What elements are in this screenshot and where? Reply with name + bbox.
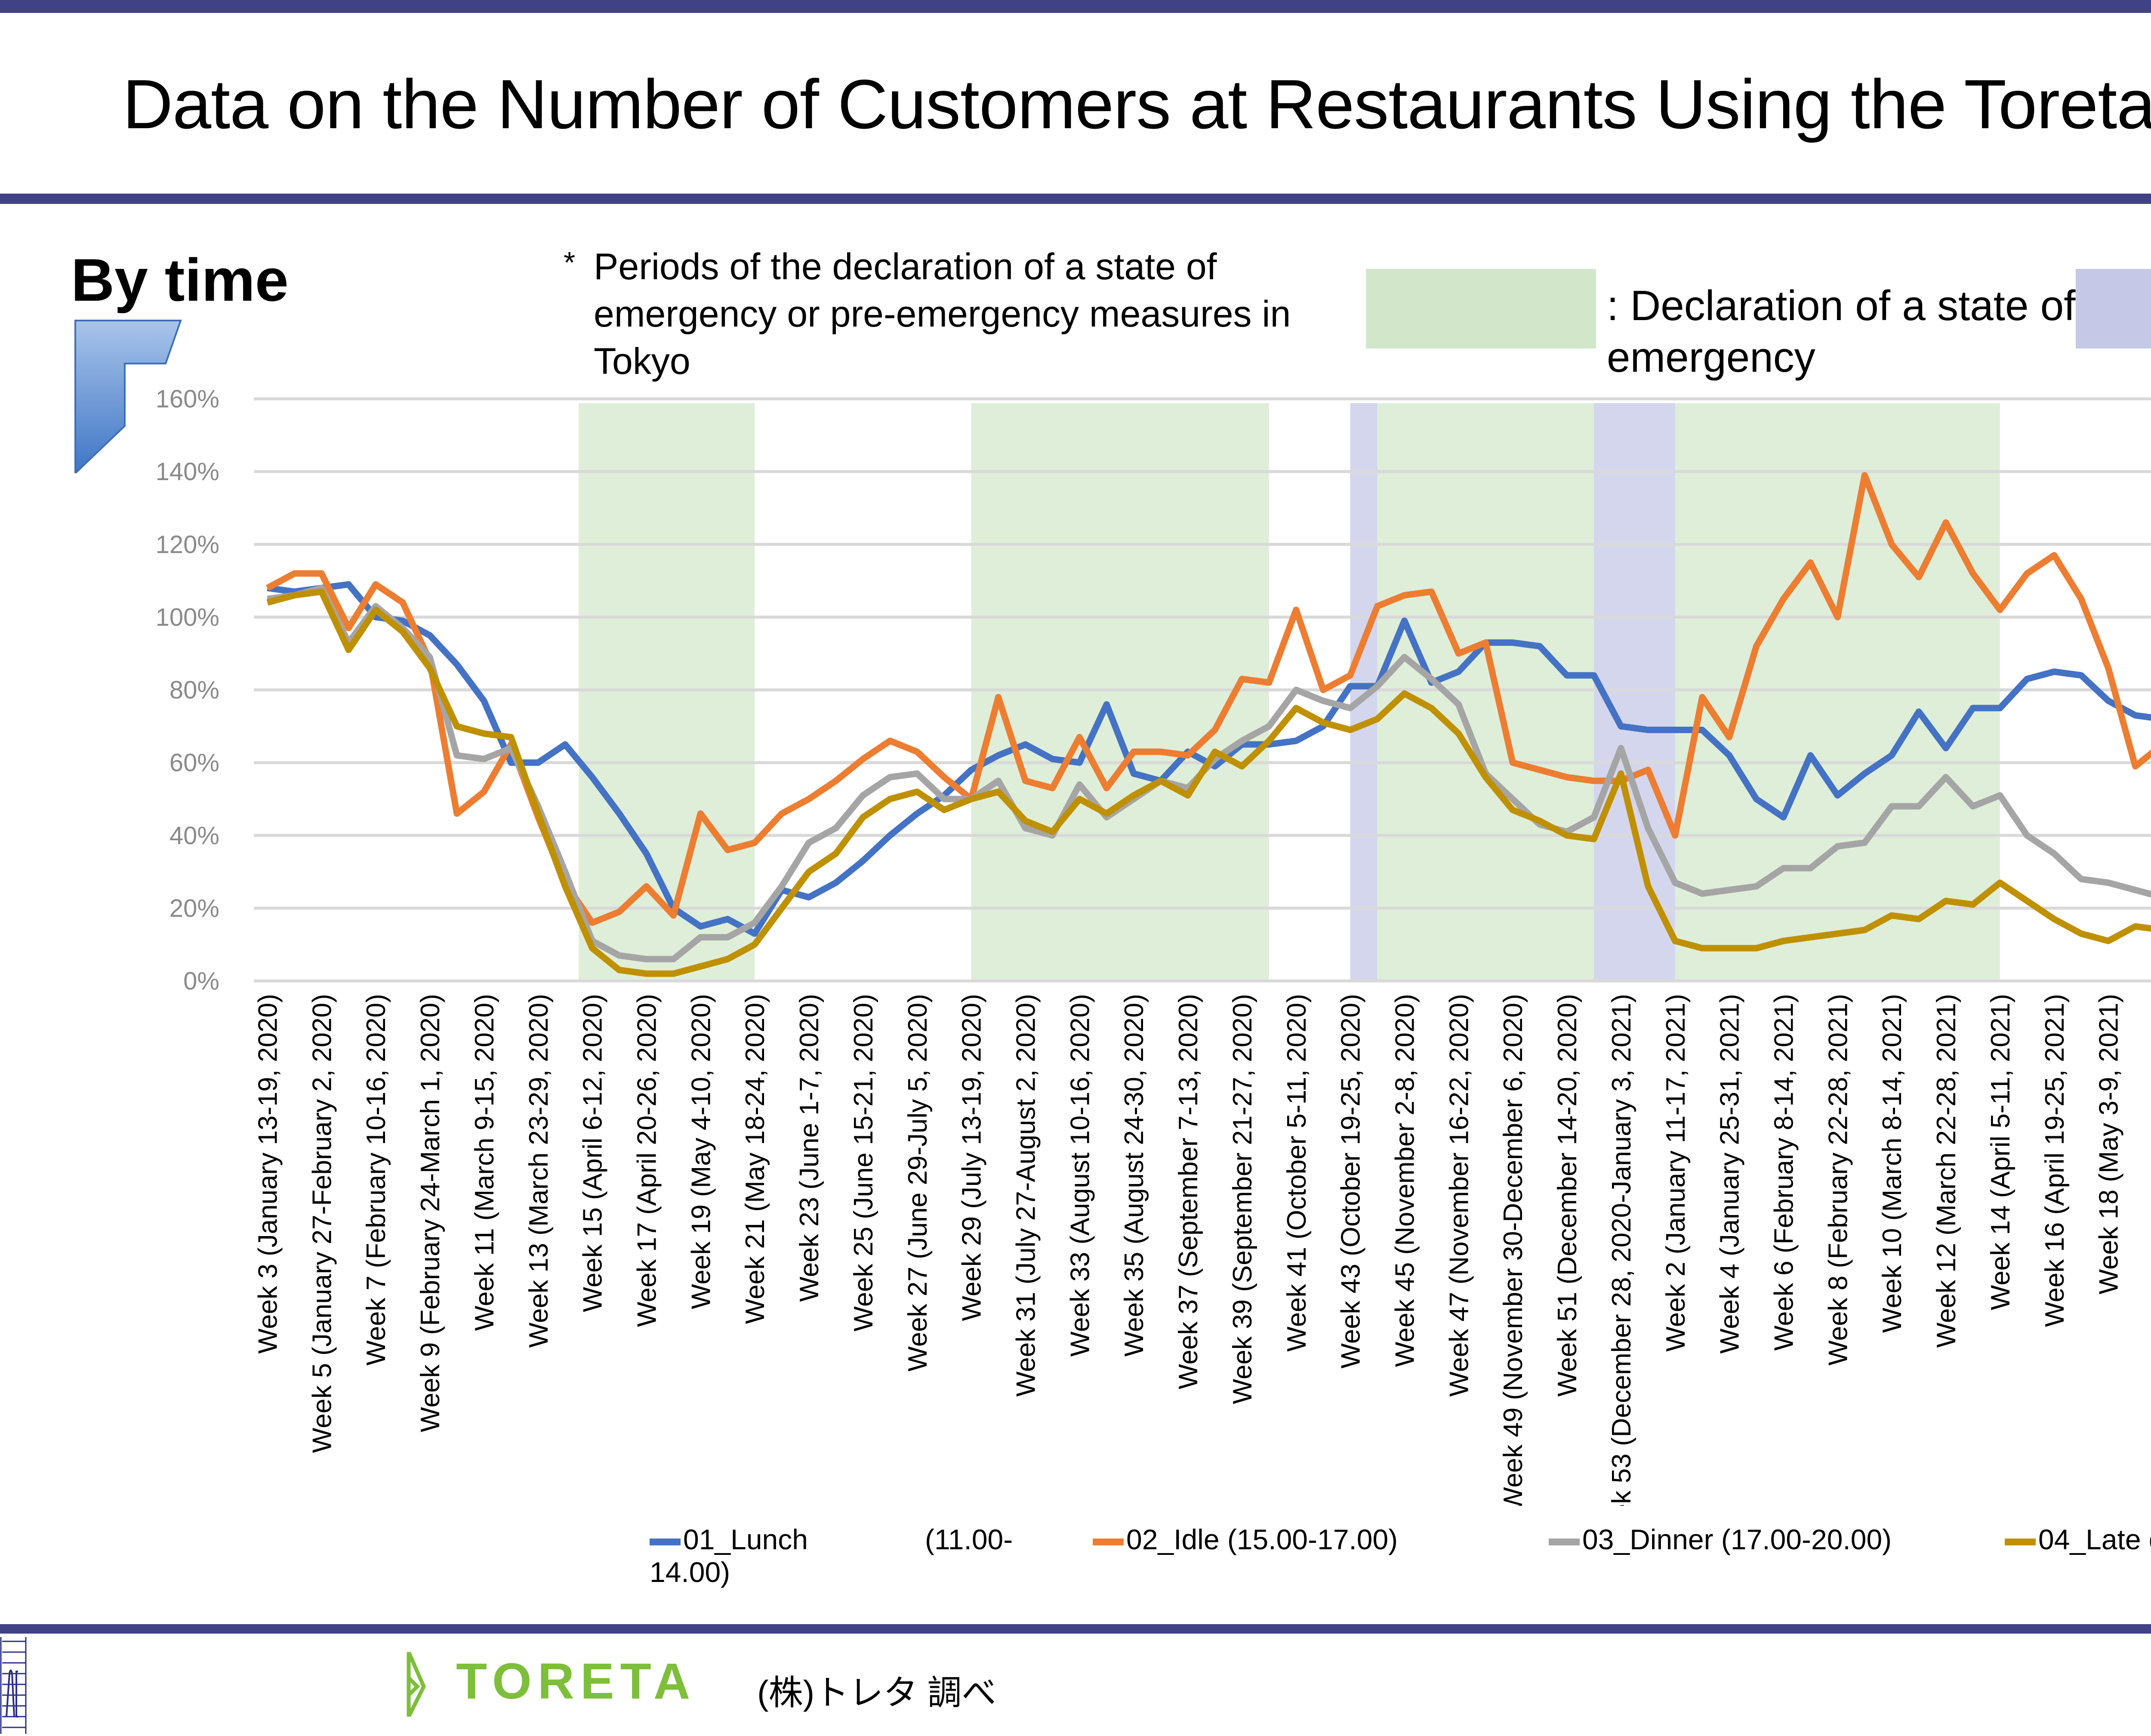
legend-swatch-dinner	[1549, 1538, 1580, 1545]
footer-divider-bar	[0, 1624, 2151, 1634]
legend-label-lunch-range-end: 14.00)	[650, 1556, 730, 1588]
toreta-wordmark: TORETA	[456, 1653, 696, 1710]
series-lines	[265, 472, 2151, 977]
legend-label-late-dinner: 04_Late dinner (20.00-24.00)	[2038, 1523, 2151, 1555]
x-tick-label: Week 8 (February 22-28, 2021)	[1823, 994, 1853, 1366]
x-tick-label: Week 9 (February 24-March 1, 2020)	[416, 994, 445, 1432]
x-tick-label: Week 10 (March 8-14, 2021)	[1877, 994, 1907, 1333]
emergency-legend-label: : Declaration of a state of emergency	[1607, 282, 2076, 381]
x-tick-label: Week 3 (January 13-19, 2020)	[253, 994, 283, 1354]
x-tick-label: Week 5 (January 27-February 2, 2020)	[307, 994, 337, 1453]
x-tick-label: Week 21 (May 18-24, 2020)	[740, 994, 770, 1324]
x-tick-label: Week 20 (May 17-23, 2021)	[2148, 994, 2151, 1324]
x-tick-label: Week 35 (August 24-30, 2020)	[1119, 994, 1149, 1357]
y-tick-label: 100%	[156, 603, 219, 631]
x-tick-label: Week 18 (May 3-9, 2021)	[2094, 994, 2124, 1294]
x-axis-ticks: Week 3 (January 13-19, 2020) Week 5 (Janu…	[253, 994, 2151, 1506]
x-tick-label: Week 7 (February 10-16, 2020)	[361, 994, 391, 1366]
period-bands	[579, 403, 2000, 981]
band-note: * Periods of the declaration of a state …	[564, 243, 1351, 385]
y-tick-label: 40%	[169, 822, 219, 850]
legend-label-idle: 02_Idle (15.00-17.00)	[1126, 1523, 1398, 1555]
x-tick-label: Week 15 (April 6-12, 2020)	[578, 994, 608, 1312]
legend-entry-dinner: 03_Dinner (17.00-20.00)	[1549, 1523, 1892, 1556]
x-tick-label: Week 23 (June 1-7, 2020)	[795, 994, 824, 1302]
series-line-3	[267, 585, 2151, 962]
x-tick-label: Week 12 (March 22-28, 2021)	[1932, 994, 1961, 1348]
page-title: Data on the Number of Customers at Resta…	[123, 65, 2151, 143]
x-tick-label: Week 2 (January 11-17, 2021)	[1661, 994, 1691, 1352]
x-tick-label: Week 13 (March 23-29, 2020)	[524, 994, 554, 1348]
x-tick-label: Week 16 (April 19-25, 2021)	[2040, 994, 2070, 1327]
legend-entry-lunch: 01_Lunch (11.00- 14.00)	[650, 1523, 1013, 1588]
note-text: Periods of the declaration of a state of…	[594, 246, 1291, 382]
band-emergency-3	[1377, 403, 1594, 981]
band-emergency-0	[579, 403, 755, 981]
x-tick-label: Week 25 (June 15-21, 2020)	[849, 994, 878, 1332]
x-tick-label: Week 49 (November 30-December 6, 2020)	[1498, 994, 1528, 1506]
emergency-legend-swatch	[1366, 269, 1596, 348]
y-tick-label: 140%	[156, 458, 219, 486]
legend-entry-late-dinner: 04_Late dinner (20.00-24.00)	[2005, 1523, 2151, 1556]
x-tick-label: Week 37 (September 7-13, 2020)	[1174, 994, 1203, 1389]
x-tick-label: Week 4 (January 25-31, 2021)	[1715, 994, 1745, 1354]
x-tick-label: Week 14 (April 5-11, 2021)	[1986, 994, 2015, 1310]
x-tick-label: Week 47 (November 16-22, 2020)	[1444, 994, 1474, 1397]
x-tick-label: Week 51 (December 14-20, 2020)	[1553, 994, 1582, 1397]
series-line-1	[267, 581, 2151, 937]
legend-entry-idle: 02_Idle (15.00-17.00)	[1093, 1523, 1398, 1556]
y-tick-label: 60%	[169, 749, 219, 777]
title-divider-bar	[0, 194, 2151, 204]
y-tick-label: 80%	[169, 676, 219, 704]
y-tick-label: 160%	[156, 385, 219, 413]
pre-emergency-legend-swatch	[2076, 269, 2151, 348]
legend-label-lunch-range: (11.00-	[925, 1523, 1013, 1555]
x-tick-label: Week 11 (March 9-15, 2020)	[470, 994, 499, 1331]
x-tick-label: Week 33 (August 10-16, 2020)	[1065, 994, 1095, 1357]
x-tick-label: Week 19 (May 4-10, 2020)	[686, 994, 716, 1309]
legend-swatch-late-dinner	[2005, 1538, 2036, 1545]
series-line-4	[266, 588, 2151, 977]
ai-lab-logo-icon	[0, 1637, 27, 1734]
band-emergency-1	[971, 403, 1269, 981]
legend-swatch-idle	[1093, 1538, 1124, 1545]
x-tick-label: Week 53 (December 28, 2020-January 3, 20…	[1607, 994, 1636, 1506]
section-title: By time	[71, 246, 289, 314]
series-line-2	[265, 472, 2151, 926]
legend-swatch-lunch	[650, 1538, 681, 1545]
y-tick-label: 0%	[183, 967, 219, 995]
toreta-leaf-icon	[407, 1652, 426, 1717]
x-tick-label: Week 29 (July 13-19, 2020)	[957, 994, 987, 1321]
note-marker: *	[564, 246, 576, 279]
top-decor-bar	[0, 0, 2151, 13]
x-tick-label: Week 41 (October 5-11, 2020)	[1282, 994, 1312, 1352]
x-tick-label: Week 39 (September 21-27, 2020)	[1228, 994, 1257, 1404]
x-tick-label: Week 6 (February 8-14, 2021)	[1769, 994, 1799, 1351]
x-tick-label: Week 45 (November 2-8, 2020)	[1390, 994, 1420, 1367]
band-emergency-5	[1675, 403, 2000, 981]
y-tick-label: 120%	[156, 530, 219, 558]
x-tick-label: Week 17 (April 20-26, 2020)	[632, 994, 662, 1327]
x-tick-label: Week 43 (October 19-25, 2020)	[1336, 994, 1366, 1369]
source-note: (株)トレタ 調べ	[757, 1674, 996, 1712]
legend-label-lunch: 01_Lunch	[683, 1523, 808, 1555]
line-chart: 0% 20% 40% 60% 80% 100% 120% 140% 160% Week 3 (J…	[156, 385, 2151, 1506]
y-axis-ticks: 0% 20% 40% 60% 80% 100% 120% 140% 160%	[156, 385, 219, 995]
x-tick-label: Week 27 (June 29-July 5, 2020)	[903, 994, 933, 1372]
y-tick-label: 20%	[169, 894, 219, 922]
x-tick-label: Week 31 (July 27-August 2, 2020)	[1011, 994, 1041, 1397]
corner-decor-top-left-icon	[74, 320, 182, 473]
band-pre_emergency-4	[1594, 403, 1675, 981]
legend-label-dinner: 03_Dinner (17.00-20.00)	[1582, 1523, 1892, 1555]
